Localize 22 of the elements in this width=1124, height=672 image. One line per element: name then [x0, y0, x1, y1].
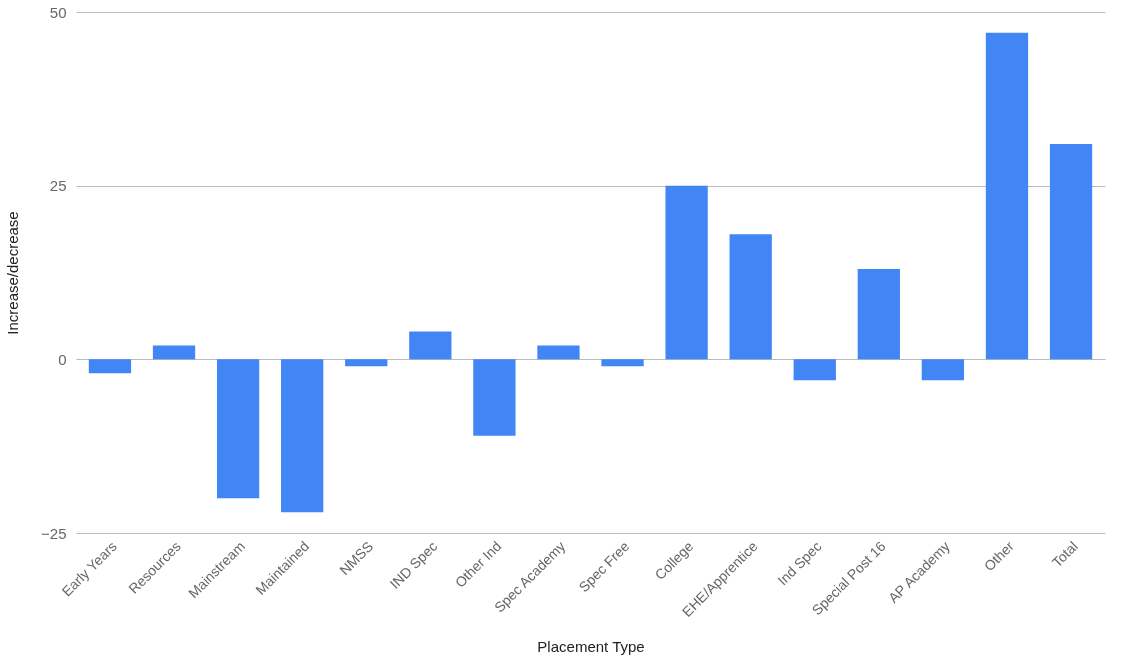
bar	[921, 359, 965, 381]
y-tick-label: 0	[58, 350, 67, 368]
bar	[665, 185, 708, 360]
bar	[152, 345, 196, 360]
bar	[537, 345, 580, 360]
bar	[345, 359, 388, 367]
bar	[473, 359, 516, 436]
bar	[88, 359, 132, 374]
y-tick-label: 50	[49, 3, 67, 21]
bar	[1049, 143, 1093, 360]
y-tick-label: 25	[49, 177, 67, 195]
y-tick-label: −25	[41, 524, 67, 542]
bar	[601, 359, 644, 367]
bar	[729, 234, 772, 360]
bar	[985, 32, 1029, 360]
y-axis-title: Increase/decrease	[4, 211, 22, 335]
bar	[281, 359, 324, 513]
x-axis-title: Placement Type	[537, 637, 645, 655]
bar	[409, 331, 452, 360]
bar	[793, 359, 836, 381]
bar	[857, 269, 900, 360]
bar	[216, 359, 260, 499]
